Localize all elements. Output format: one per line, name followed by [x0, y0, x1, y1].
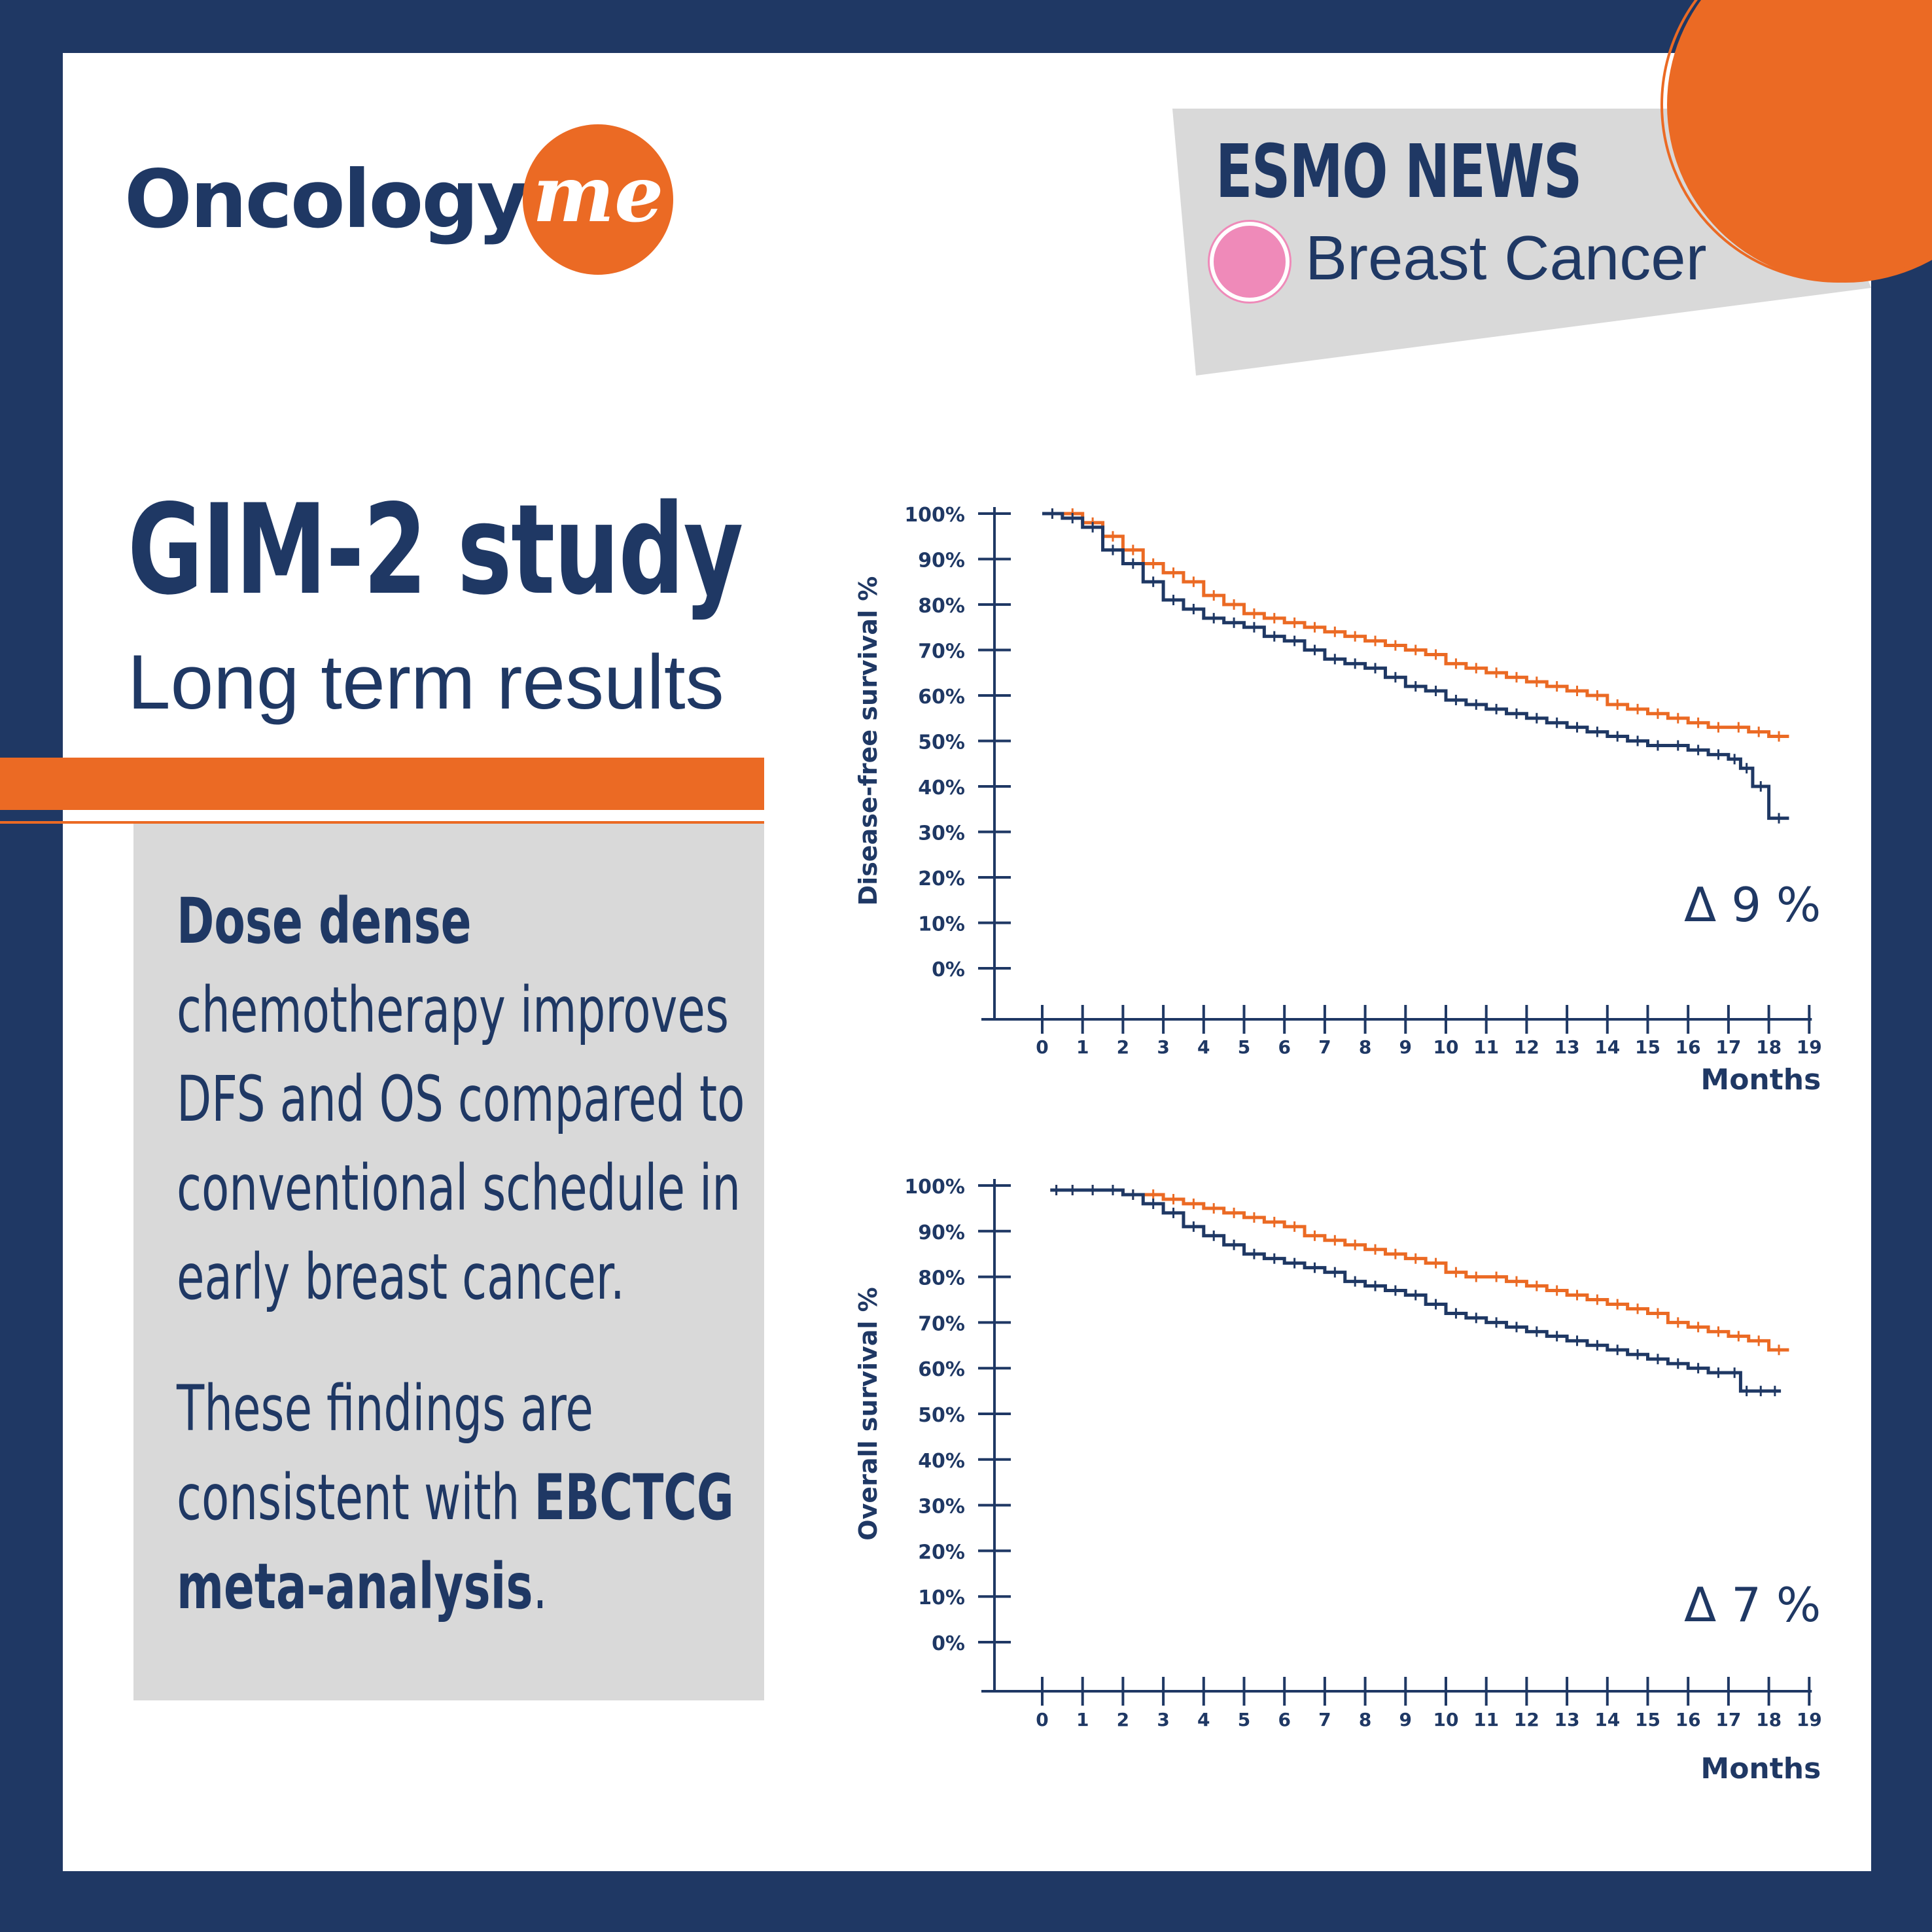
study-subtitle: Long term results [128, 639, 724, 726]
y-tick-label: 70% [918, 1312, 965, 1335]
news-banner [1172, 0, 1932, 376]
y-tick-label: 60% [918, 686, 965, 709]
x-tick-label: 0 [1036, 1709, 1048, 1730]
summary-bold-dose-dense: Dose dense [177, 885, 472, 958]
breast-cancer-icon [1214, 226, 1286, 298]
y-tick-label: 0% [932, 958, 965, 981]
x-tick-label: 11 [1473, 1709, 1499, 1730]
x-tick-label: 7 [1318, 1709, 1331, 1730]
oncologyme-logo: Oncology me [124, 124, 674, 275]
summary-paragraph-1: Dose dense chemotherapy improves DFS and… [177, 877, 765, 1322]
y-axis-label: Disease-free survival % [854, 576, 883, 906]
summary-text-2-end: . [533, 1550, 548, 1623]
y-tick-label: 80% [918, 1267, 965, 1290]
summary-text-2: These findings are consistent with [177, 1372, 593, 1534]
x-tick-label: 0 [1036, 1036, 1048, 1058]
x-tick-label: 12 [1514, 1036, 1539, 1058]
delta-annotation: Δ 7 % [1684, 1577, 1821, 1632]
x-tick-label: 14 [1594, 1709, 1620, 1730]
x-tick-label: 7 [1318, 1036, 1331, 1058]
x-tick-label: 18 [1756, 1036, 1782, 1058]
logo-badge-text: me [533, 148, 664, 239]
y-tick-label: 100% [904, 504, 965, 527]
x-tick-label: 3 [1157, 1036, 1169, 1058]
y-axis-label: Overall survival % [854, 1287, 883, 1540]
x-tick-label: 18 [1756, 1709, 1782, 1730]
y-tick-label: 80% [918, 595, 965, 618]
y-tick-label: 30% [918, 1496, 965, 1519]
y-tick-label: 90% [918, 550, 965, 572]
y-tick-label: 40% [918, 1450, 965, 1473]
y-tick-label: 10% [918, 1587, 965, 1609]
x-tick-label: 19 [1797, 1709, 1822, 1730]
summary-text-1: chemotherapy improves DFS and OS compare… [177, 974, 745, 1314]
orange-divider-bar [0, 758, 764, 810]
news-topic: Breast Cancer [1305, 223, 1707, 293]
x-tick-label: 4 [1197, 1709, 1210, 1730]
study-title: GIM-2 study [128, 478, 743, 622]
x-tick-label: 1 [1076, 1036, 1089, 1058]
x-tick-label: 2 [1117, 1709, 1129, 1730]
x-tick-label: 4 [1197, 1036, 1210, 1058]
series-line [1050, 1188, 1789, 1352]
x-tick-label: 19 [1797, 1036, 1822, 1058]
x-tick-label: 8 [1359, 1709, 1371, 1730]
decorative-orange-circle [1667, 0, 1932, 283]
x-tick-label: 15 [1635, 1709, 1660, 1730]
orange-divider-line [0, 821, 764, 824]
x-tick-label: 13 [1554, 1709, 1580, 1730]
x-tick-label: 2 [1117, 1036, 1129, 1058]
y-tick-label: 20% [918, 1541, 965, 1564]
os-chart: 100%90%80%70%60%50%40%30%20%10%0%0 1 2 3 4 5 6… [854, 1176, 1822, 1785]
y-tick-label: 30% [918, 822, 965, 845]
dfs-chart: 100%90%80%70%60%50%40%30%20%10%0%0 1 2 3 4 5 6… [854, 504, 1822, 1097]
summary-box [133, 824, 764, 1700]
logo-text: Oncology [124, 153, 529, 246]
x-tick-label: 5 [1238, 1709, 1250, 1730]
x-tick-label: 8 [1359, 1036, 1371, 1058]
x-tick-label: 15 [1635, 1036, 1660, 1058]
y-tick-label: 90% [918, 1221, 965, 1244]
x-tick-label: 16 [1676, 1036, 1701, 1058]
decorative-orange-ring [1660, 0, 1932, 283]
series-line [1042, 512, 1789, 739]
x-tick-label: 17 [1715, 1036, 1741, 1058]
delta-annotation: Δ 9 % [1684, 877, 1821, 932]
x-tick-label: 10 [1433, 1709, 1459, 1730]
x-tick-label: 17 [1715, 1709, 1741, 1730]
y-tick-label: 50% [918, 731, 965, 754]
x-tick-label: 13 [1554, 1036, 1580, 1058]
x-tick-label: 10 [1433, 1036, 1459, 1058]
x-tick-label: 3 [1157, 1709, 1169, 1730]
y-tick-label: 0% [932, 1632, 965, 1655]
x-tick-label: 5 [1238, 1036, 1250, 1058]
x-tick-label: 16 [1676, 1709, 1701, 1730]
x-tick-label: 9 [1399, 1709, 1412, 1730]
y-tick-label: 20% [918, 868, 965, 890]
y-tick-label: 60% [918, 1358, 965, 1381]
y-tick-label: 50% [918, 1404, 965, 1427]
y-tick-label: 40% [918, 777, 965, 799]
y-tick-label: 10% [918, 913, 965, 936]
summary-paragraph-2: These findings are consistent with EBCTC… [177, 1364, 765, 1631]
x-tick-label: 6 [1278, 1709, 1290, 1730]
logo-badge: me [523, 124, 674, 275]
news-title: ESMO NEWS [1216, 130, 1582, 215]
series-line [1042, 512, 1789, 820]
x-axis-label: Months [1700, 1063, 1821, 1097]
x-tick-label: 6 [1278, 1036, 1290, 1058]
x-axis-label: Months [1700, 1752, 1821, 1785]
x-tick-label: 1 [1076, 1709, 1089, 1730]
x-tick-label: 12 [1514, 1709, 1539, 1730]
y-tick-label: 100% [904, 1176, 965, 1199]
y-tick-label: 70% [918, 641, 965, 663]
x-tick-label: 14 [1594, 1036, 1620, 1058]
summary-bold-ebctcg: EBCTCG meta-analysis [177, 1461, 734, 1623]
x-tick-label: 11 [1473, 1036, 1499, 1058]
x-tick-label: 9 [1399, 1036, 1412, 1058]
